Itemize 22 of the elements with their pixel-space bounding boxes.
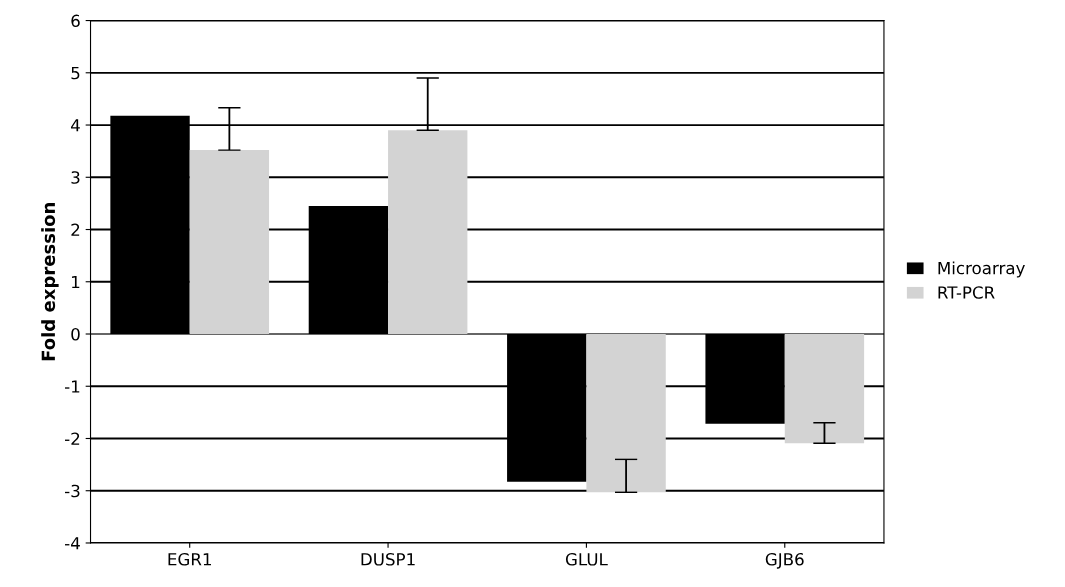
y-tick-label: 6 <box>71 14 80 28</box>
bar <box>586 334 666 493</box>
y-tick-label: -1 <box>65 380 80 393</box>
legend-label: RT-PCR <box>938 286 995 299</box>
y-tick-label: -4 <box>65 537 80 550</box>
y-tick-label: 2 <box>71 223 80 236</box>
y-axis-title: Fold expression <box>41 203 59 361</box>
y-tick-label: -2 <box>65 432 80 445</box>
y-tick-label: 4 <box>71 119 80 132</box>
y-tick-label: 1 <box>72 275 80 289</box>
bar <box>388 130 468 334</box>
bar <box>189 150 270 334</box>
bar <box>784 334 865 444</box>
x-tick-label: GLUL <box>565 552 608 566</box>
legend-label: Microarray <box>938 261 1025 278</box>
y-tick-label: -3 <box>65 484 80 498</box>
x-tick-label: GJB6 <box>765 552 804 569</box>
x-tick-label: EGR1 <box>168 552 211 566</box>
x-tick-label: DUSP1 <box>361 552 415 566</box>
y-tick-label: 0 <box>71 327 80 341</box>
y-tick-label: 5 <box>71 66 80 80</box>
y-tick-label: 3 <box>71 171 80 184</box>
